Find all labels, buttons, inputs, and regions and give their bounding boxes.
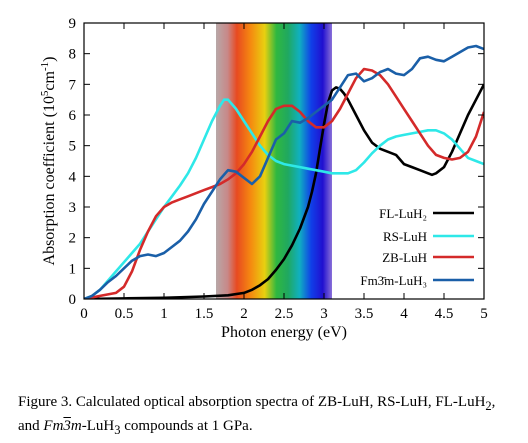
legend-label-3: ZB-LuH — [382, 250, 427, 265]
legend-label-2: RS-LuH — [383, 229, 427, 244]
y-tick-label: 9 — [69, 16, 77, 32]
absorption-chart: 0 0.5 1 1.5 2 2.5 3 3.5 4 4.5 5 0 1 2 3 4 5 6 7 8 9 Photon e… — [39, 16, 488, 341]
series-line-3 — [84, 67, 484, 299]
x-tick-label: 2.5 — [275, 306, 294, 322]
axis-ticks: 0 0.5 1 1.5 2 2.5 3 3.5 4 4.5 5 0 1 2 3 4 5 6 7 8 9 — [69, 16, 488, 322]
y-tick-label: 0 — [69, 292, 77, 308]
legend-label-4: Fm3̄m-LuH₃ — [360, 273, 427, 288]
series-lines — [84, 44, 484, 299]
legend-label-1: FL-LuH₂ — [379, 206, 427, 221]
figure-caption: Figure 3. Calculated optical absorption … — [18, 394, 496, 437]
y-axis-label: Absorption coefficient (105cm-1) — [39, 57, 58, 266]
x-tick-label: 0.5 — [115, 306, 134, 322]
y-tick-label: 6 — [69, 108, 77, 124]
x-tick-label: 0 — [80, 306, 88, 322]
x-tick-label: 4 — [400, 306, 408, 322]
x-tick-label: 3 — [320, 306, 328, 322]
x-tick-label: 1.5 — [195, 306, 214, 322]
x-tick-label: 4.5 — [435, 306, 454, 322]
y-tick-label: 3 — [69, 200, 77, 216]
legend: FL-LuH₂ RS-LuH ZB-LuH Fm3̄m-LuH₃ — [360, 206, 474, 288]
y-tick-label: 1 — [69, 261, 77, 277]
series-line-4 — [84, 44, 484, 299]
x-tick-label: 3.5 — [355, 306, 374, 322]
y-tick-label: 2 — [69, 231, 77, 247]
x-tick-label: 1 — [160, 306, 168, 322]
y-tick-label: 8 — [69, 47, 77, 63]
x-axis-label: Photon energy (eV) — [221, 324, 347, 341]
y-tick-label: 4 — [69, 169, 77, 185]
y-tick-label: 5 — [69, 139, 77, 155]
x-tick-label: 5 — [480, 306, 488, 322]
y-tick-label: 7 — [69, 77, 77, 93]
x-tick-label: 2 — [240, 306, 248, 322]
